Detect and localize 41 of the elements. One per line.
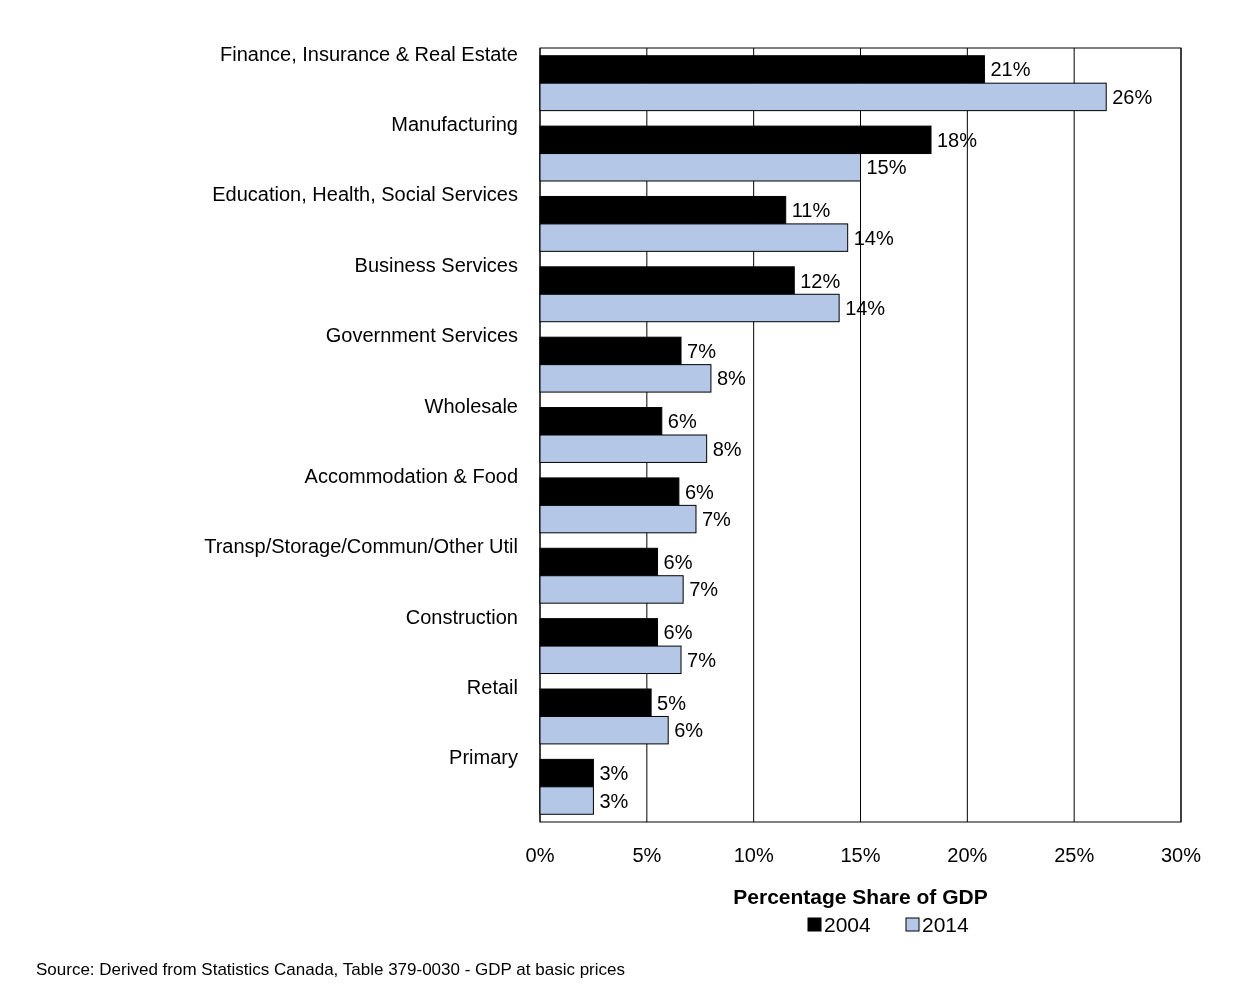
data-label: 6% bbox=[674, 719, 704, 742]
data-label: 6% bbox=[663, 551, 693, 574]
data-label: 6% bbox=[663, 621, 693, 644]
x-tick-label: 15% bbox=[840, 844, 881, 866]
y-tick-label: Manufacturing bbox=[391, 113, 518, 136]
data-label: 8% bbox=[712, 437, 742, 460]
data-label: 15% bbox=[866, 156, 907, 179]
x-tick-label: 10% bbox=[733, 844, 774, 866]
data-label: 11% bbox=[791, 199, 831, 222]
data-label: 21% bbox=[990, 58, 1031, 81]
x-axis-title: Percentage Share of GDP bbox=[733, 885, 988, 908]
y-tick-label: Finance, Insurance & Real Estate bbox=[220, 42, 518, 65]
data-label: 8% bbox=[716, 367, 747, 390]
x-tick-label: 30% bbox=[1160, 844, 1202, 866]
data-label: 7% bbox=[687, 648, 717, 671]
data-label: 7% bbox=[689, 578, 719, 601]
y-tick-label: Wholesale bbox=[424, 394, 518, 417]
data-label: 3% bbox=[599, 789, 629, 812]
y-tick-label: Primary bbox=[449, 746, 518, 769]
data-label: 3% bbox=[599, 762, 629, 785]
y-tick-label: Construction bbox=[405, 605, 518, 628]
data-label: 6% bbox=[667, 410, 697, 433]
y-tick-label: Business Services bbox=[354, 253, 518, 276]
data-label: 7% bbox=[701, 508, 732, 531]
x-tick-label: 20% bbox=[947, 844, 988, 866]
y-tick-label: Accommodation & Food bbox=[304, 464, 518, 487]
legend-label: 2014 bbox=[922, 913, 970, 936]
source-note: Source: Derived from Statistics Canada, Table 379-0030 - GDP at basic prices bbox=[36, 960, 625, 979]
data-label: 7% bbox=[687, 339, 717, 362]
x-tick-label: 5% bbox=[632, 844, 662, 866]
data-label: 26% bbox=[1112, 85, 1153, 108]
data-label: 6% bbox=[684, 480, 715, 503]
data-label: 5% bbox=[657, 691, 687, 714]
y-tick-label: Education, Health, Social Services bbox=[212, 183, 518, 206]
y-tick-label: Government Services bbox=[325, 324, 518, 347]
x-tick-label: 0% bbox=[525, 844, 555, 866]
y-tick-label: Retail bbox=[466, 676, 518, 699]
data-label: 12% bbox=[800, 269, 841, 292]
legend-label: 2004 bbox=[824, 913, 872, 936]
y-tick-label: Transp/Storage/Commun/Other Util bbox=[204, 535, 518, 558]
x-tick-label: 25% bbox=[1054, 844, 1095, 866]
